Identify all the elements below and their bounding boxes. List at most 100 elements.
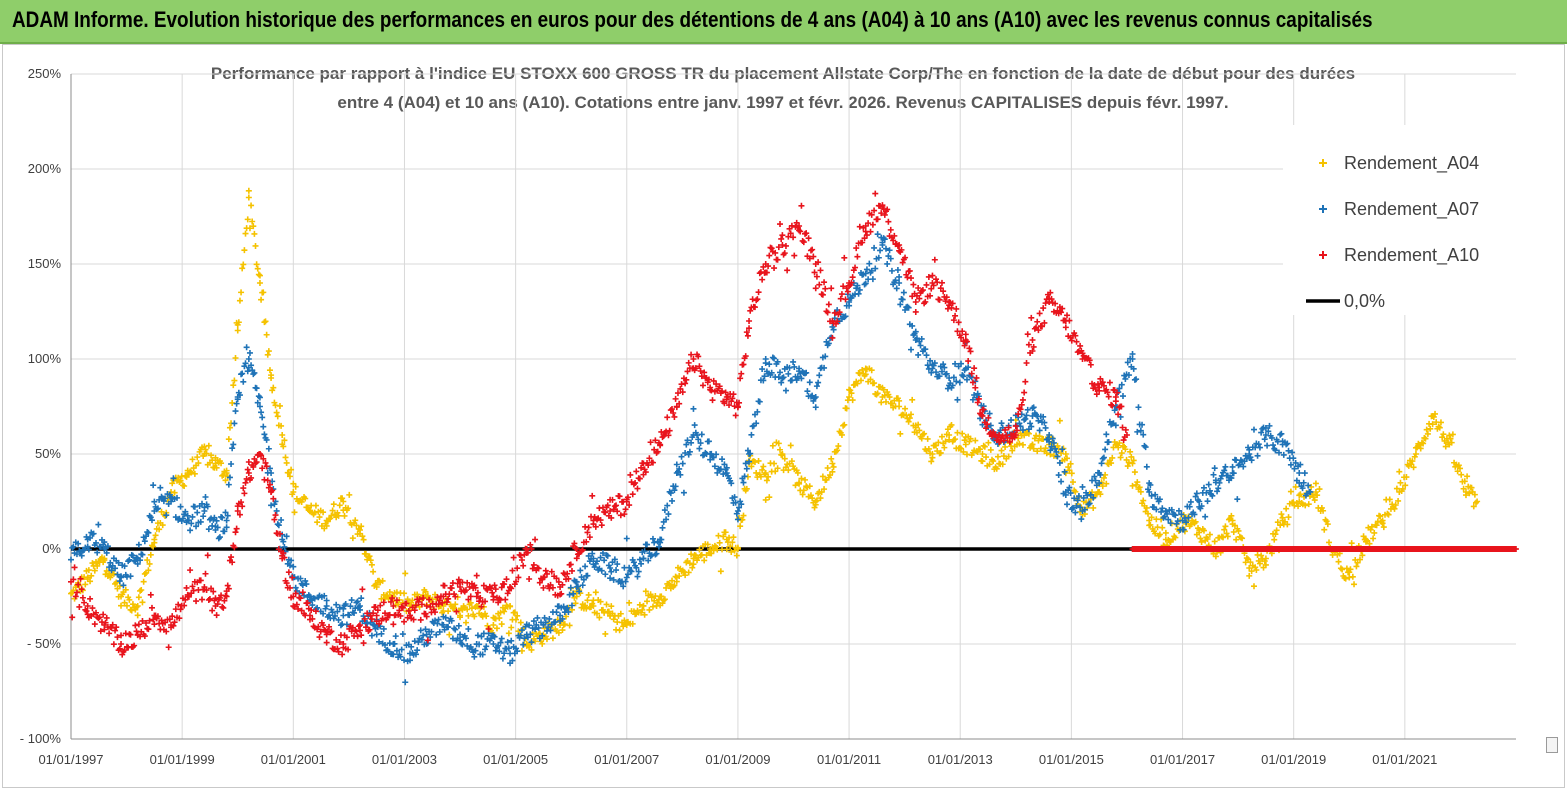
data-point <box>811 269 818 276</box>
data-point <box>659 434 666 441</box>
data-point <box>797 228 804 235</box>
data-point <box>1307 489 1314 495</box>
data-point <box>1068 337 1075 344</box>
data-point <box>1198 503 1205 510</box>
data-point <box>1186 503 1193 510</box>
data-point <box>553 609 560 616</box>
data-point <box>416 596 423 603</box>
data-point <box>262 459 269 466</box>
data-point <box>205 442 212 449</box>
data-point <box>652 437 659 444</box>
data-point <box>622 506 629 513</box>
data-point <box>262 318 269 325</box>
data-point <box>908 275 915 282</box>
data-point <box>573 546 580 552</box>
data-point <box>899 296 906 303</box>
data-point <box>260 423 267 430</box>
data-point <box>603 601 610 608</box>
data-point <box>412 602 419 609</box>
data-point <box>583 538 590 545</box>
data-point <box>275 522 282 529</box>
data-point <box>1212 477 1219 484</box>
data-point <box>398 646 405 653</box>
data-point <box>1099 483 1106 490</box>
data-point <box>577 567 584 574</box>
data-point <box>109 621 116 628</box>
data-point <box>576 588 583 595</box>
data-point <box>1310 494 1317 501</box>
data-point <box>101 539 108 546</box>
data-point <box>474 632 481 639</box>
data-point <box>762 470 769 476</box>
data-point <box>960 373 967 380</box>
data-point <box>528 545 535 552</box>
data-point <box>1052 300 1059 307</box>
data-point <box>316 514 323 521</box>
data-point <box>1058 478 1065 485</box>
data-point <box>743 465 750 472</box>
data-point <box>1091 382 1098 389</box>
data-point <box>762 360 769 367</box>
data-point <box>1015 411 1022 418</box>
data-point <box>1090 494 1097 501</box>
data-point <box>1067 490 1074 497</box>
data-point <box>524 549 531 556</box>
scroll-handle[interactable] <box>1546 737 1558 753</box>
data-point <box>657 539 664 546</box>
axis-labels: 250%200%150%100%50%0%- 50%- 100%01/01/19… <box>20 66 1438 767</box>
data-point <box>305 507 312 514</box>
data-point <box>1302 502 1309 509</box>
data-point <box>1152 530 1159 537</box>
x-tick-label: 01/01/1997 <box>38 752 103 767</box>
data-point <box>948 304 955 311</box>
data-point <box>796 480 803 487</box>
data-point <box>283 580 290 587</box>
data-point <box>835 443 842 450</box>
data-point <box>143 533 150 540</box>
data-point <box>731 494 738 501</box>
data-point <box>334 645 341 652</box>
data-point <box>664 502 671 509</box>
data-point <box>848 390 855 397</box>
data-point <box>1119 442 1126 449</box>
data-point <box>483 643 490 650</box>
data-point <box>417 616 424 623</box>
data-point <box>1308 483 1315 490</box>
data-point <box>1418 439 1425 446</box>
data-point <box>229 445 236 452</box>
data-point <box>1099 379 1106 386</box>
data-point <box>757 473 764 480</box>
data-point <box>498 621 505 628</box>
data-point <box>457 631 464 638</box>
data-point <box>1102 446 1109 453</box>
data-point <box>779 452 786 459</box>
data-point <box>474 589 481 596</box>
data-point <box>517 552 524 559</box>
data-point <box>224 512 231 519</box>
data-point <box>786 364 793 371</box>
data-point <box>352 605 359 612</box>
data-point <box>235 319 242 326</box>
data-point <box>1349 573 1356 580</box>
data-point <box>471 613 478 620</box>
data-point <box>869 276 876 283</box>
data-point <box>1430 413 1437 420</box>
data-point <box>954 396 961 403</box>
data-point <box>263 331 270 338</box>
data-point <box>597 517 604 524</box>
data-point <box>838 291 845 298</box>
data-point <box>402 679 409 686</box>
legend-box <box>1283 125 1518 315</box>
data-point <box>476 641 483 648</box>
data-point <box>582 563 589 570</box>
data-point <box>824 309 831 316</box>
data-point <box>225 585 232 592</box>
data-point <box>728 480 735 487</box>
data-point <box>912 299 919 305</box>
data-point <box>651 539 658 546</box>
data-point <box>1326 539 1333 546</box>
data-point <box>85 546 92 553</box>
data-point <box>465 612 472 619</box>
data-point <box>929 454 936 461</box>
data-point <box>87 595 94 602</box>
